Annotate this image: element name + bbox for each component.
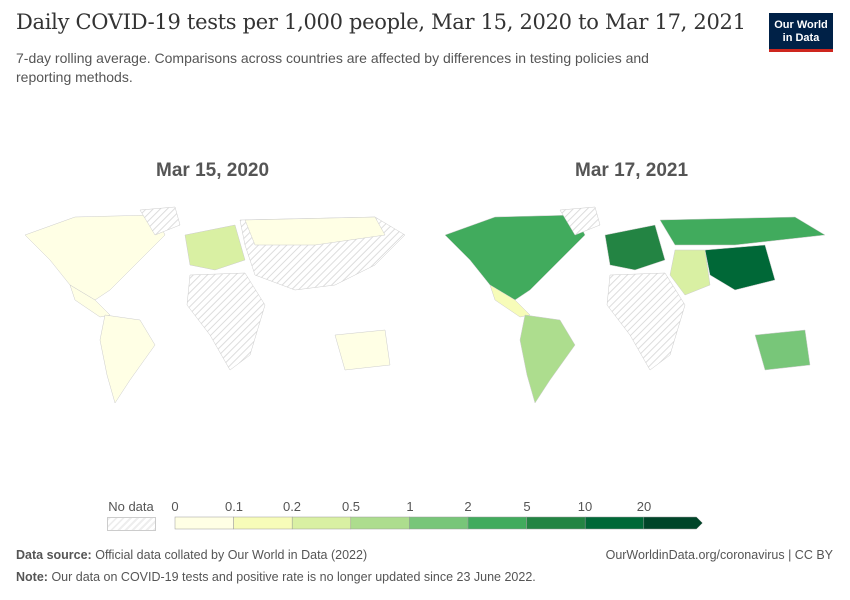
legend-tick: 0.5: [341, 499, 361, 514]
note: Note: Our data on COVID-19 tests and pos…: [16, 570, 536, 584]
legend-tick: 1: [406, 499, 414, 514]
region-europe: [604, 224, 666, 271]
legend-tick: 0.1: [224, 499, 244, 514]
region-australia: [754, 329, 811, 371]
legend-tick: 10: [577, 499, 593, 514]
legend-color-bar: [174, 516, 703, 530]
legend-bin[interactable]: [467, 516, 527, 530]
color-legend: No data 0 0.1 0.2 0.5 1 2 5 10 20: [0, 495, 850, 535]
legend-bin[interactable]: [643, 516, 703, 530]
legend-tick: 0: [171, 499, 179, 514]
region-china: [704, 244, 776, 291]
legend-bin[interactable]: [350, 516, 410, 530]
legend-tick: 0.2: [282, 499, 302, 514]
region-north-america: [24, 214, 166, 301]
legend-bin[interactable]: [291, 516, 352, 530]
legend-tick: 20: [636, 499, 652, 514]
chart-subtitle: 7-day rolling average. Comparisons acros…: [16, 50, 649, 85]
region-europe: [184, 224, 246, 271]
legend-no-data-swatch[interactable]: [107, 517, 156, 531]
region-south-america: [519, 314, 576, 404]
legend-no-data-label: No data: [108, 499, 154, 514]
region-africa: [186, 272, 266, 371]
legend-bin[interactable]: [233, 516, 293, 530]
world-map-2021[interactable]: [435, 205, 835, 405]
region-africa: [606, 272, 686, 371]
legend-bin[interactable]: [409, 516, 469, 530]
map-date-left: Mar 15, 2020: [156, 160, 270, 181]
world-map-2020[interactable]: [15, 205, 415, 405]
region-greenland: [559, 206, 601, 236]
region-south-asia: [669, 249, 711, 296]
region-australia: [334, 329, 391, 371]
map-date-right: Mar 17, 2021: [575, 160, 689, 181]
region-north-america: [444, 214, 586, 301]
legend-tick: 5: [523, 499, 531, 514]
legend-bin[interactable]: [174, 516, 234, 530]
legend-bin[interactable]: [584, 516, 645, 530]
chart-title: Daily COVID-19 tests per 1,000 people, M…: [16, 10, 746, 34]
owid-logo[interactable]: Our World in Data: [769, 13, 833, 52]
legend-tick: 2: [464, 499, 472, 514]
source-url-link[interactable]: OurWorldinData.org/coronavirus | CC BY: [605, 548, 833, 562]
region-greenland: [139, 206, 181, 236]
legend-bin[interactable]: [526, 516, 586, 530]
region-russia: [659, 216, 826, 246]
data-source: Data source: Official data collated by O…: [16, 548, 368, 562]
region-russia: [244, 216, 386, 246]
region-south-america: [99, 314, 156, 404]
